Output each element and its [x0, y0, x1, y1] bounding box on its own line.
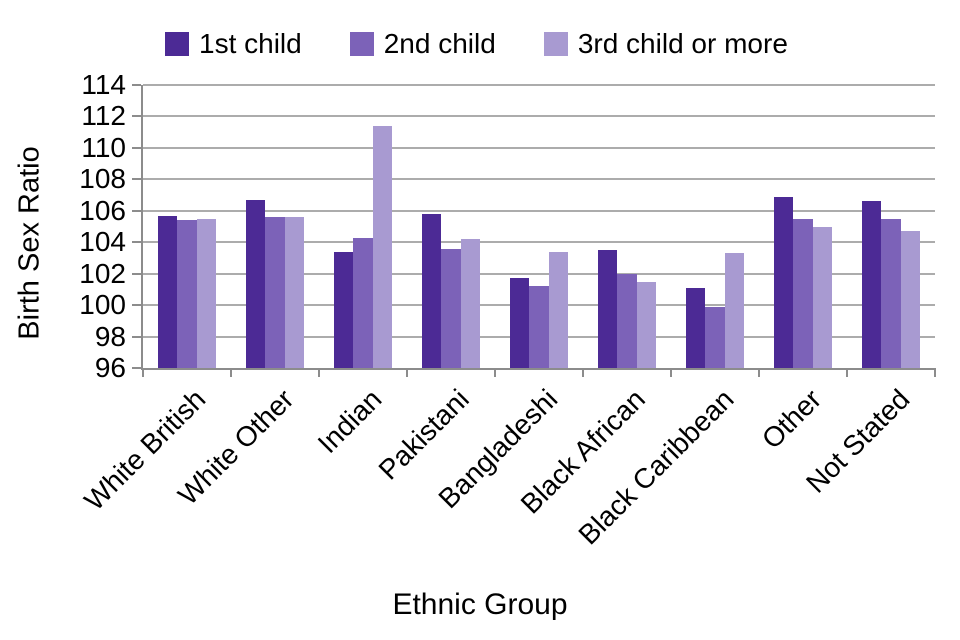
bar-pakistani-series-1 [421, 213, 442, 368]
y-axis-tick [132, 178, 141, 181]
bar-other-series-3 [812, 226, 833, 368]
legend-swatch-icon [543, 32, 568, 56]
bar-other-series-2 [793, 218, 813, 368]
bar-bangladeshi-series-2 [529, 286, 549, 368]
x-axis-tick [406, 368, 408, 377]
x-axis-category-label: Other [755, 383, 828, 455]
legend: 1st child 2nd child 3rd child or more [165, 26, 788, 62]
bar-black-caribbean-series-2 [705, 306, 725, 368]
bar-indian-series-1 [333, 251, 354, 368]
gridline [143, 146, 935, 149]
y-axis-tick-label: 106 [79, 194, 126, 226]
y-axis-tick-label: 108 [79, 163, 126, 195]
bar-white-other-series-1 [245, 199, 266, 368]
gridline [143, 115, 935, 118]
y-axis-tick [132, 84, 141, 86]
y-axis-tick-label: 96 [94, 352, 126, 383]
y-axis-tick-labels: 96 98 100 102 104 106 108 110 112 114 [0, 70, 126, 383]
y-axis-tick-label: 110 [81, 131, 126, 163]
y-axis-tick-label: 100 [79, 289, 126, 321]
gridline [143, 84, 935, 86]
bar-black-caribbean-series-1 [685, 287, 706, 368]
gridline [143, 272, 935, 275]
bar-white-british-series-3 [196, 218, 217, 368]
legend-swatch-icon [165, 32, 189, 56]
gridline [143, 241, 935, 244]
x-axis-tick [846, 368, 848, 377]
y-axis-tick-label: 102 [79, 257, 126, 289]
bar-black-african-series-1 [597, 250, 618, 368]
bar-not-stated-series-2 [881, 218, 901, 368]
bar-not-stated-series-3 [900, 231, 921, 368]
y-axis-tick-label: 98 [94, 320, 126, 352]
plot-area [132, 84, 936, 377]
bar-other-series-1 [773, 196, 794, 368]
x-axis-tick [934, 368, 936, 377]
y-axis-tick [132, 209, 141, 212]
bar-black-african-series-2 [617, 273, 637, 368]
y-axis-tick [132, 272, 141, 275]
bar-indian-series-3 [372, 125, 393, 368]
y-axis-tick [132, 304, 141, 307]
bar-pakistani-series-2 [441, 248, 461, 368]
x-axis-tick [670, 368, 672, 377]
x-axis-category-labels: White British White Other Indian Pakistani B… [78, 383, 933, 584]
legend-item: 2nd child [349, 28, 496, 59]
legend-label: 3rd child or more [577, 28, 788, 59]
y-axis-tick [132, 115, 141, 118]
x-axis-title: Ethnic Group [392, 588, 568, 621]
y-axis-tick-label: 112 [81, 100, 126, 132]
x-axis-tick [142, 368, 144, 377]
bar-white-british-series-2 [177, 220, 197, 368]
legend-label: 1st child [199, 28, 302, 59]
bar-indian-series-2 [353, 237, 373, 368]
y-axis-tick-label: 114 [81, 69, 126, 100]
x-axis-tick [494, 368, 496, 377]
bar-bangladeshi-series-3 [548, 251, 569, 368]
x-axis-category-label: Indian [311, 383, 388, 460]
y-axis-tick [132, 146, 141, 149]
x-axis-tick [582, 368, 584, 377]
x-axis-tick [758, 368, 760, 377]
legend-label: 2nd child [383, 28, 496, 59]
bar-not-stated-series-1 [861, 201, 882, 368]
bar-pakistani-series-3 [460, 239, 481, 368]
y-axis-tick [132, 367, 141, 369]
bar-white-other-series-3 [284, 217, 305, 368]
bar-black-african-series-3 [636, 281, 657, 368]
y-axis-tick [132, 241, 141, 244]
x-axis-tick [318, 368, 320, 377]
x-axis-category-label: Black Caribbean [572, 383, 740, 551]
y-axis-tick [132, 335, 141, 338]
bar-white-british-series-1 [157, 215, 178, 368]
bar-black-caribbean-series-3 [724, 253, 745, 368]
x-axis-tick [230, 368, 232, 377]
legend-item: 3rd child or more [543, 28, 788, 59]
bar-white-other-series-2 [265, 217, 285, 368]
gridline [143, 178, 935, 181]
bar-bangladeshi-series-1 [509, 278, 530, 368]
gridline [143, 209, 935, 212]
legend-swatch-icon [349, 32, 374, 56]
legend-item: 1st child [165, 30, 302, 58]
y-axis-tick-label: 104 [79, 226, 126, 258]
